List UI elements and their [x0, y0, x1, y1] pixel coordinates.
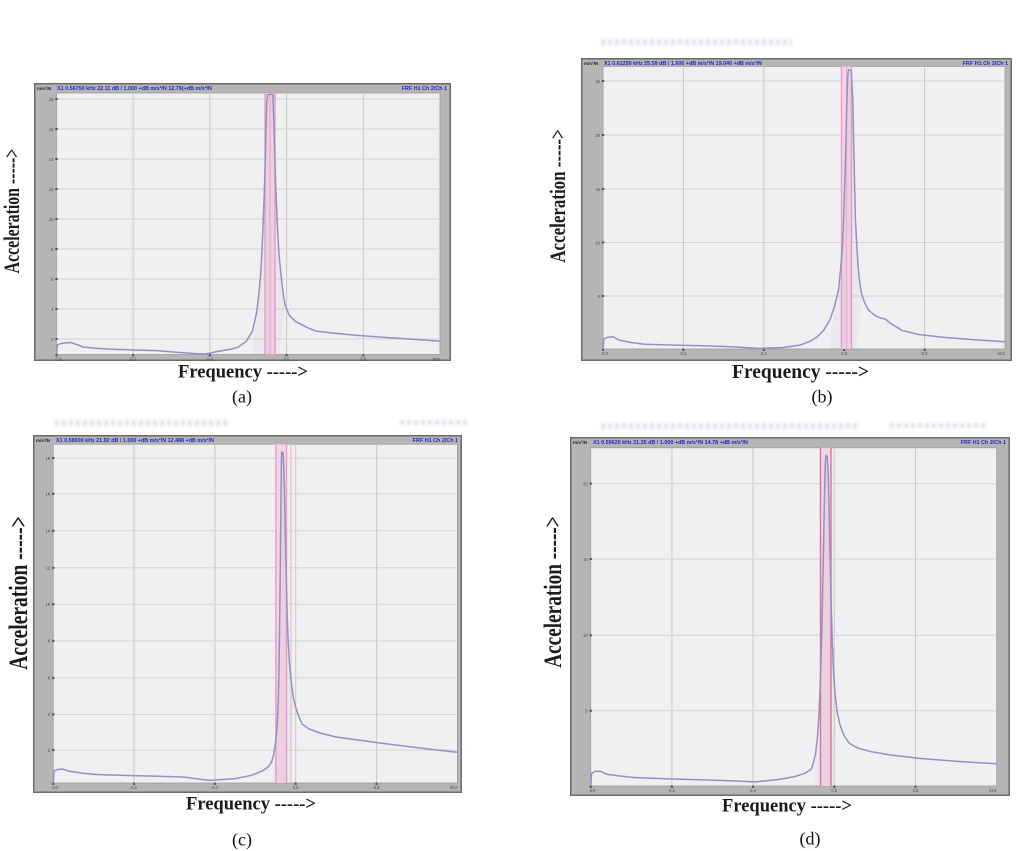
svg-text:12: 12: [49, 187, 54, 192]
svg-text:4: 4: [51, 307, 54, 312]
svg-text:m/s²/N: m/s²/N: [584, 61, 599, 66]
svg-text:kHz: kHz: [450, 785, 457, 790]
svg-text:16: 16: [49, 127, 54, 132]
svg-text:0.2: 0.2: [680, 351, 686, 356]
svg-text:14: 14: [46, 529, 51, 534]
svg-text:6: 6: [51, 277, 54, 282]
svg-text:8: 8: [48, 639, 51, 644]
svg-text:0.0: 0.0: [590, 788, 596, 793]
svg-text:0.4: 0.4: [212, 785, 218, 790]
svg-text:m/s²/N: m/s²/N: [36, 438, 51, 443]
svg-text:5: 5: [585, 709, 588, 714]
svg-text:0.4: 0.4: [761, 351, 767, 356]
svg-text:m/s²/N: m/s²/N: [37, 86, 52, 91]
svg-text:8: 8: [51, 247, 54, 252]
svg-text:0.6: 0.6: [284, 356, 290, 361]
svg-text:0.2: 0.2: [130, 356, 136, 361]
svg-text:10: 10: [49, 217, 54, 222]
svg-text:0.8: 0.8: [922, 351, 928, 356]
svg-text:FRF H1 Ch 2/Ch 1: FRF H1 Ch 2/Ch 1: [963, 61, 1008, 67]
svg-text:0.2: 0.2: [669, 788, 675, 793]
svg-text:0.2: 0.2: [131, 785, 137, 790]
svg-text:FRF H1 Ch 2/Ch 1: FRF H1 Ch 2/Ch 1: [402, 86, 447, 92]
svg-text:4: 4: [48, 712, 51, 717]
svg-text:kHz: kHz: [998, 351, 1005, 356]
svg-text:kHz: kHz: [433, 356, 440, 361]
svg-text:10: 10: [595, 240, 600, 245]
svg-text:X1 0.61250 kHz 25.59 dB: X1 0.61250 kHz 25.59 dB / 1.000 +dB m/s²…: [604, 61, 762, 67]
svg-text:m/s²/N: m/s²/N: [573, 440, 588, 445]
svg-text:10: 10: [46, 602, 51, 607]
svg-text:14: 14: [49, 157, 54, 162]
svg-text:X1 0.56750 kHz 22.11 dB: X1 0.56750 kHz 22.11 dB / 1.000 +dB m/s²…: [57, 86, 212, 92]
svg-text:0.6: 0.6: [831, 788, 837, 793]
svg-text:10: 10: [583, 633, 588, 638]
svg-text:15: 15: [583, 557, 588, 562]
svg-text:5: 5: [598, 294, 601, 299]
svg-text:X1 0.59625 kHz 21.35 dB: X1 0.59625 kHz 21.35 dB / 1.000 +dB m/s²…: [593, 440, 748, 446]
svg-text:2: 2: [48, 748, 51, 753]
svg-text:0.8: 0.8: [360, 356, 366, 361]
svg-text:X1 0.58000 kHz 21.92 dB: X1 0.58000 kHz 21.92 dB / 1.000 +dB m/s²…: [56, 438, 214, 444]
svg-text:16: 16: [46, 492, 51, 497]
svg-text:20: 20: [583, 481, 588, 486]
svg-text:12: 12: [46, 566, 51, 571]
svg-text:FRF H1 Ch 2/Ch 1: FRF H1 Ch 2/Ch 1: [413, 438, 458, 444]
svg-text:0.4: 0.4: [207, 356, 213, 361]
svg-text:kHz: kHz: [989, 788, 996, 793]
svg-text:6: 6: [48, 676, 51, 681]
svg-text:25: 25: [595, 79, 600, 84]
svg-text:0.6: 0.6: [293, 785, 299, 790]
svg-text:0.8: 0.8: [374, 785, 380, 790]
svg-text:20: 20: [595, 133, 600, 138]
svg-text:18: 18: [49, 97, 54, 102]
svg-text:0.8: 0.8: [913, 788, 919, 793]
svg-text:2: 2: [51, 337, 54, 342]
svg-text:0.0: 0.0: [602, 351, 608, 356]
svg-text:0.6: 0.6: [841, 351, 847, 356]
svg-text:0.0: 0.0: [52, 785, 58, 790]
svg-text:15: 15: [595, 187, 600, 192]
svg-text:FRF H1 Ch 2/Ch 1: FRF H1 Ch 2/Ch 1: [961, 440, 1006, 446]
svg-text:18: 18: [46, 456, 51, 461]
svg-text:0.0: 0.0: [56, 356, 62, 361]
svg-text:0.4: 0.4: [750, 788, 756, 793]
